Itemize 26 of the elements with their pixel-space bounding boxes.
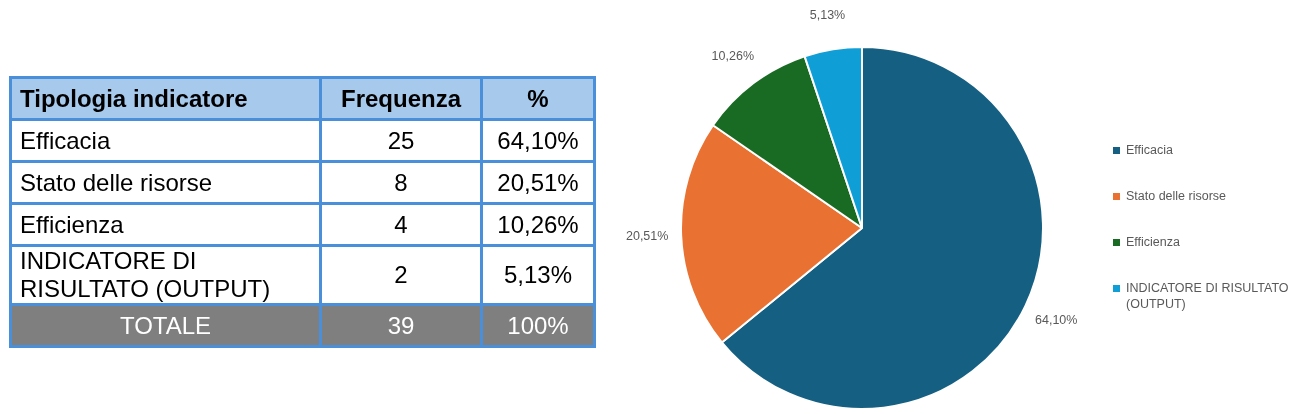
data-label: 64,10% xyxy=(481,119,595,162)
category-label: Efficacia xyxy=(10,119,321,162)
category-label: INDICATORE DI RISULTATO (OUTPUT) xyxy=(10,245,321,305)
data-label: 2 xyxy=(320,245,482,305)
legend-label: Stato delle risorse xyxy=(1126,188,1227,204)
data-label: 10,26% xyxy=(481,203,595,246)
data-label: 10,26% xyxy=(711,48,754,63)
data-label: 5,13% xyxy=(481,245,595,305)
legend-label: Efficienza xyxy=(1126,234,1180,250)
data-label: 25 xyxy=(320,119,482,162)
text: Tipologia indicatore xyxy=(10,77,321,120)
text: TOTALE xyxy=(10,304,321,347)
legend-label: Frequenza xyxy=(320,77,482,120)
data-label: 20,51% xyxy=(481,161,595,204)
text: 39 xyxy=(387,311,415,339)
category-label: Stato delle risorse xyxy=(10,161,321,204)
legend-label: Efficacia xyxy=(1126,142,1174,158)
text: % xyxy=(481,77,595,120)
data-label: 8 xyxy=(320,161,482,204)
data-label: 4 xyxy=(320,203,482,246)
data-label: 5,13% xyxy=(809,8,846,23)
text: 100% xyxy=(507,311,569,339)
data-label: 20,51% xyxy=(625,229,669,244)
category-label: Efficienza xyxy=(10,203,321,246)
legend-label: INDICATORE DI RISULTATO (OUTPUT) xyxy=(1126,280,1289,312)
data-label: 64,10% xyxy=(1035,312,1078,327)
